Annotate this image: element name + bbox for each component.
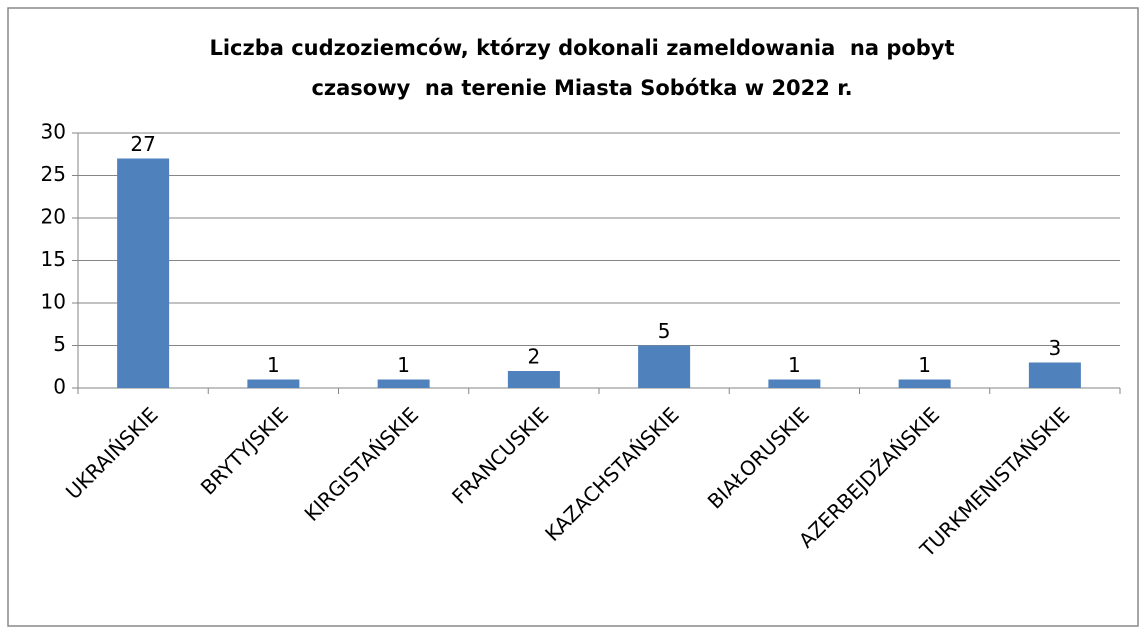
bar: [1028, 362, 1081, 388]
bar: [898, 379, 951, 388]
value-label: 1: [267, 353, 280, 377]
bar: [507, 371, 560, 388]
y-tick-label: 20: [41, 205, 66, 229]
value-label: 3: [1049, 336, 1062, 360]
chart-title: czasowy na terenie Miasta Sobótka w 2022…: [311, 76, 852, 100]
value-label: 2: [528, 345, 541, 369]
y-tick-label: 0: [53, 375, 66, 399]
value-label: 1: [397, 353, 410, 377]
y-tick-label: 25: [41, 162, 66, 186]
bar: [768, 379, 821, 388]
bar: [638, 345, 691, 388]
y-tick-label: 10: [41, 290, 66, 314]
chart-title: Liczba cudzoziemców, którzy dokonali zam…: [209, 36, 954, 60]
bar: [247, 379, 300, 388]
bar: [117, 158, 170, 388]
y-tick-label: 30: [41, 120, 66, 144]
value-label: 27: [130, 132, 155, 156]
chart-frame: [7, 7, 1139, 627]
value-label: 1: [788, 353, 801, 377]
y-tick-label: 15: [41, 247, 66, 271]
bar: [377, 379, 430, 388]
value-label: 1: [918, 353, 931, 377]
value-label: 5: [658, 319, 671, 343]
y-tick-label: 5: [53, 332, 66, 356]
